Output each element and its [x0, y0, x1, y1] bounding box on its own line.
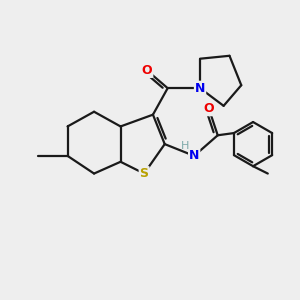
Text: O: O — [204, 102, 214, 115]
Text: S: S — [140, 167, 148, 180]
Text: N: N — [189, 149, 200, 162]
Text: O: O — [142, 64, 152, 77]
Text: N: N — [195, 82, 205, 95]
Text: H: H — [181, 141, 190, 151]
